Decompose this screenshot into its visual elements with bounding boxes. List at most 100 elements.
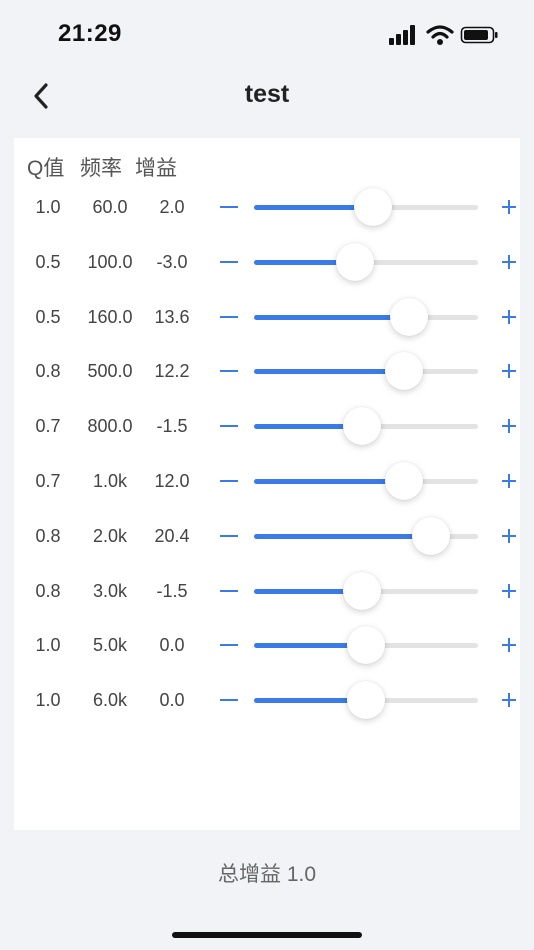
decrease-gain-button[interactable] xyxy=(218,635,240,655)
gain-slider[interactable] xyxy=(254,236,478,288)
band-gain: -3.0 xyxy=(156,251,188,272)
header-frequency: 频率 xyxy=(80,157,122,180)
band-frequency: 800.0 xyxy=(87,416,133,437)
slider-thumb[interactable] xyxy=(411,516,450,555)
gain-slider[interactable] xyxy=(254,455,478,507)
gain-slider[interactable] xyxy=(254,291,478,343)
band-q: 0.7 xyxy=(35,416,61,437)
band-q: 0.8 xyxy=(35,580,61,601)
slider-fill xyxy=(254,205,373,210)
decrease-gain-button[interactable] xyxy=(218,581,240,601)
slider-fill xyxy=(254,424,362,430)
increase-gain-button[interactable] xyxy=(498,307,520,327)
gain-slider[interactable] xyxy=(254,345,478,397)
band-gain: 13.6 xyxy=(154,306,190,327)
gain-slider[interactable] xyxy=(254,181,478,233)
status-bar: 21:29 xyxy=(0,0,534,70)
band-gain: 2.0 xyxy=(159,197,185,217)
total-gain: 总增益 1.0 xyxy=(217,863,317,886)
table-header: Q值 频率 增益 xyxy=(27,152,195,182)
slider-thumb[interactable] xyxy=(385,352,424,391)
decrease-gain-button[interactable] xyxy=(218,526,240,546)
increase-gain-button[interactable] xyxy=(498,471,520,491)
band-frequency: 5.0k xyxy=(92,635,128,656)
band-row: 0.5 100.0 -3.0 xyxy=(14,236,520,288)
decrease-gain-button[interactable] xyxy=(218,361,240,381)
increase-gain-button[interactable] xyxy=(498,635,520,655)
band-gain: -1.5 xyxy=(156,416,188,437)
decrease-gain-button[interactable] xyxy=(218,197,240,217)
band-gain: -1.5 xyxy=(156,580,188,601)
decrease-gain-button[interactable] xyxy=(218,690,240,710)
band-row: 0.7 1.0k 12.0 xyxy=(14,455,520,507)
band-q: 0.8 xyxy=(35,361,61,382)
band-frequency: 100.0 xyxy=(87,251,133,272)
nav-bar: test xyxy=(0,70,534,122)
back-button[interactable] xyxy=(22,76,60,116)
band-row: 0.8 500.0 12.2 xyxy=(14,345,520,397)
increase-gain-button[interactable] xyxy=(498,252,520,272)
increase-gain-button[interactable] xyxy=(498,526,520,546)
home-indicator xyxy=(172,932,362,938)
decrease-gain-button[interactable] xyxy=(218,307,240,327)
chevron-left-icon xyxy=(34,83,48,109)
slider-thumb[interactable] xyxy=(347,681,385,720)
band-gain: 12.2 xyxy=(154,361,190,382)
band-q: 0.7 xyxy=(35,471,61,491)
header-q: Q值 xyxy=(27,157,65,180)
slider-thumb[interactable] xyxy=(335,242,374,281)
slider-fill xyxy=(254,314,409,320)
band-q: 0.5 xyxy=(35,251,61,272)
band-row: 0.5 160.0 13.6 xyxy=(14,291,520,343)
status-time: 21:29 xyxy=(58,20,122,47)
decrease-gain-button[interactable] xyxy=(218,416,240,436)
slider-thumb[interactable] xyxy=(389,297,428,336)
band-q: 0.5 xyxy=(35,306,61,327)
increase-gain-button[interactable] xyxy=(498,197,520,217)
decrease-gain-button[interactable] xyxy=(218,252,240,272)
slider-fill xyxy=(254,369,405,375)
signal-icon xyxy=(389,25,415,45)
gain-slider[interactable] xyxy=(254,400,478,452)
slider-fill xyxy=(254,479,405,484)
status-icons xyxy=(388,24,500,48)
band-frequency: 160.0 xyxy=(87,306,133,327)
slider-fill xyxy=(254,698,366,704)
slider-fill xyxy=(254,533,431,539)
page-title: test xyxy=(244,80,290,108)
band-frequency: 6.0k xyxy=(92,690,128,711)
increase-gain-button[interactable] xyxy=(498,690,520,710)
gain-slider[interactable] xyxy=(254,619,478,671)
band-row: 1.0 60.0 2.0 xyxy=(14,181,520,233)
band-gain: 0.0 xyxy=(159,690,185,711)
increase-gain-button[interactable] xyxy=(498,416,520,436)
battery-icon xyxy=(460,26,498,44)
slider-fill xyxy=(254,588,362,594)
band-gain: 12.0 xyxy=(154,471,190,491)
band-q: 1.0 xyxy=(35,197,61,217)
increase-gain-button[interactable] xyxy=(498,581,520,601)
gain-slider[interactable] xyxy=(254,674,478,726)
band-frequency: 500.0 xyxy=(87,361,133,382)
increase-gain-button[interactable] xyxy=(498,361,520,381)
slider-thumb[interactable] xyxy=(347,626,385,665)
slider-fill xyxy=(254,259,355,265)
band-frequency: 3.0k xyxy=(92,580,128,601)
header-gain: 增益 xyxy=(135,157,177,180)
slider-thumb[interactable] xyxy=(342,571,381,610)
wifi-icon xyxy=(426,25,454,45)
equalizer-card: Q值 频率 增益 1.0 60.0 2.0 0.5 100.0 -3.0 0.5 160.0 1… xyxy=(14,138,520,830)
slider-fill xyxy=(254,643,366,649)
slider-thumb[interactable] xyxy=(385,462,424,500)
band-frequency: 1.0k xyxy=(92,471,128,491)
decrease-gain-button[interactable] xyxy=(218,471,240,491)
band-q: 1.0 xyxy=(35,635,61,656)
gain-slider[interactable] xyxy=(254,510,478,562)
gain-slider[interactable] xyxy=(254,565,478,617)
slider-thumb[interactable] xyxy=(342,407,381,446)
band-row: 0.8 3.0k -1.5 xyxy=(14,565,520,617)
band-row: 1.0 6.0k 0.0 xyxy=(14,674,520,726)
slider-thumb[interactable] xyxy=(353,188,392,226)
band-q: 1.0 xyxy=(35,690,61,711)
band-frequency: 2.0k xyxy=(92,525,128,546)
